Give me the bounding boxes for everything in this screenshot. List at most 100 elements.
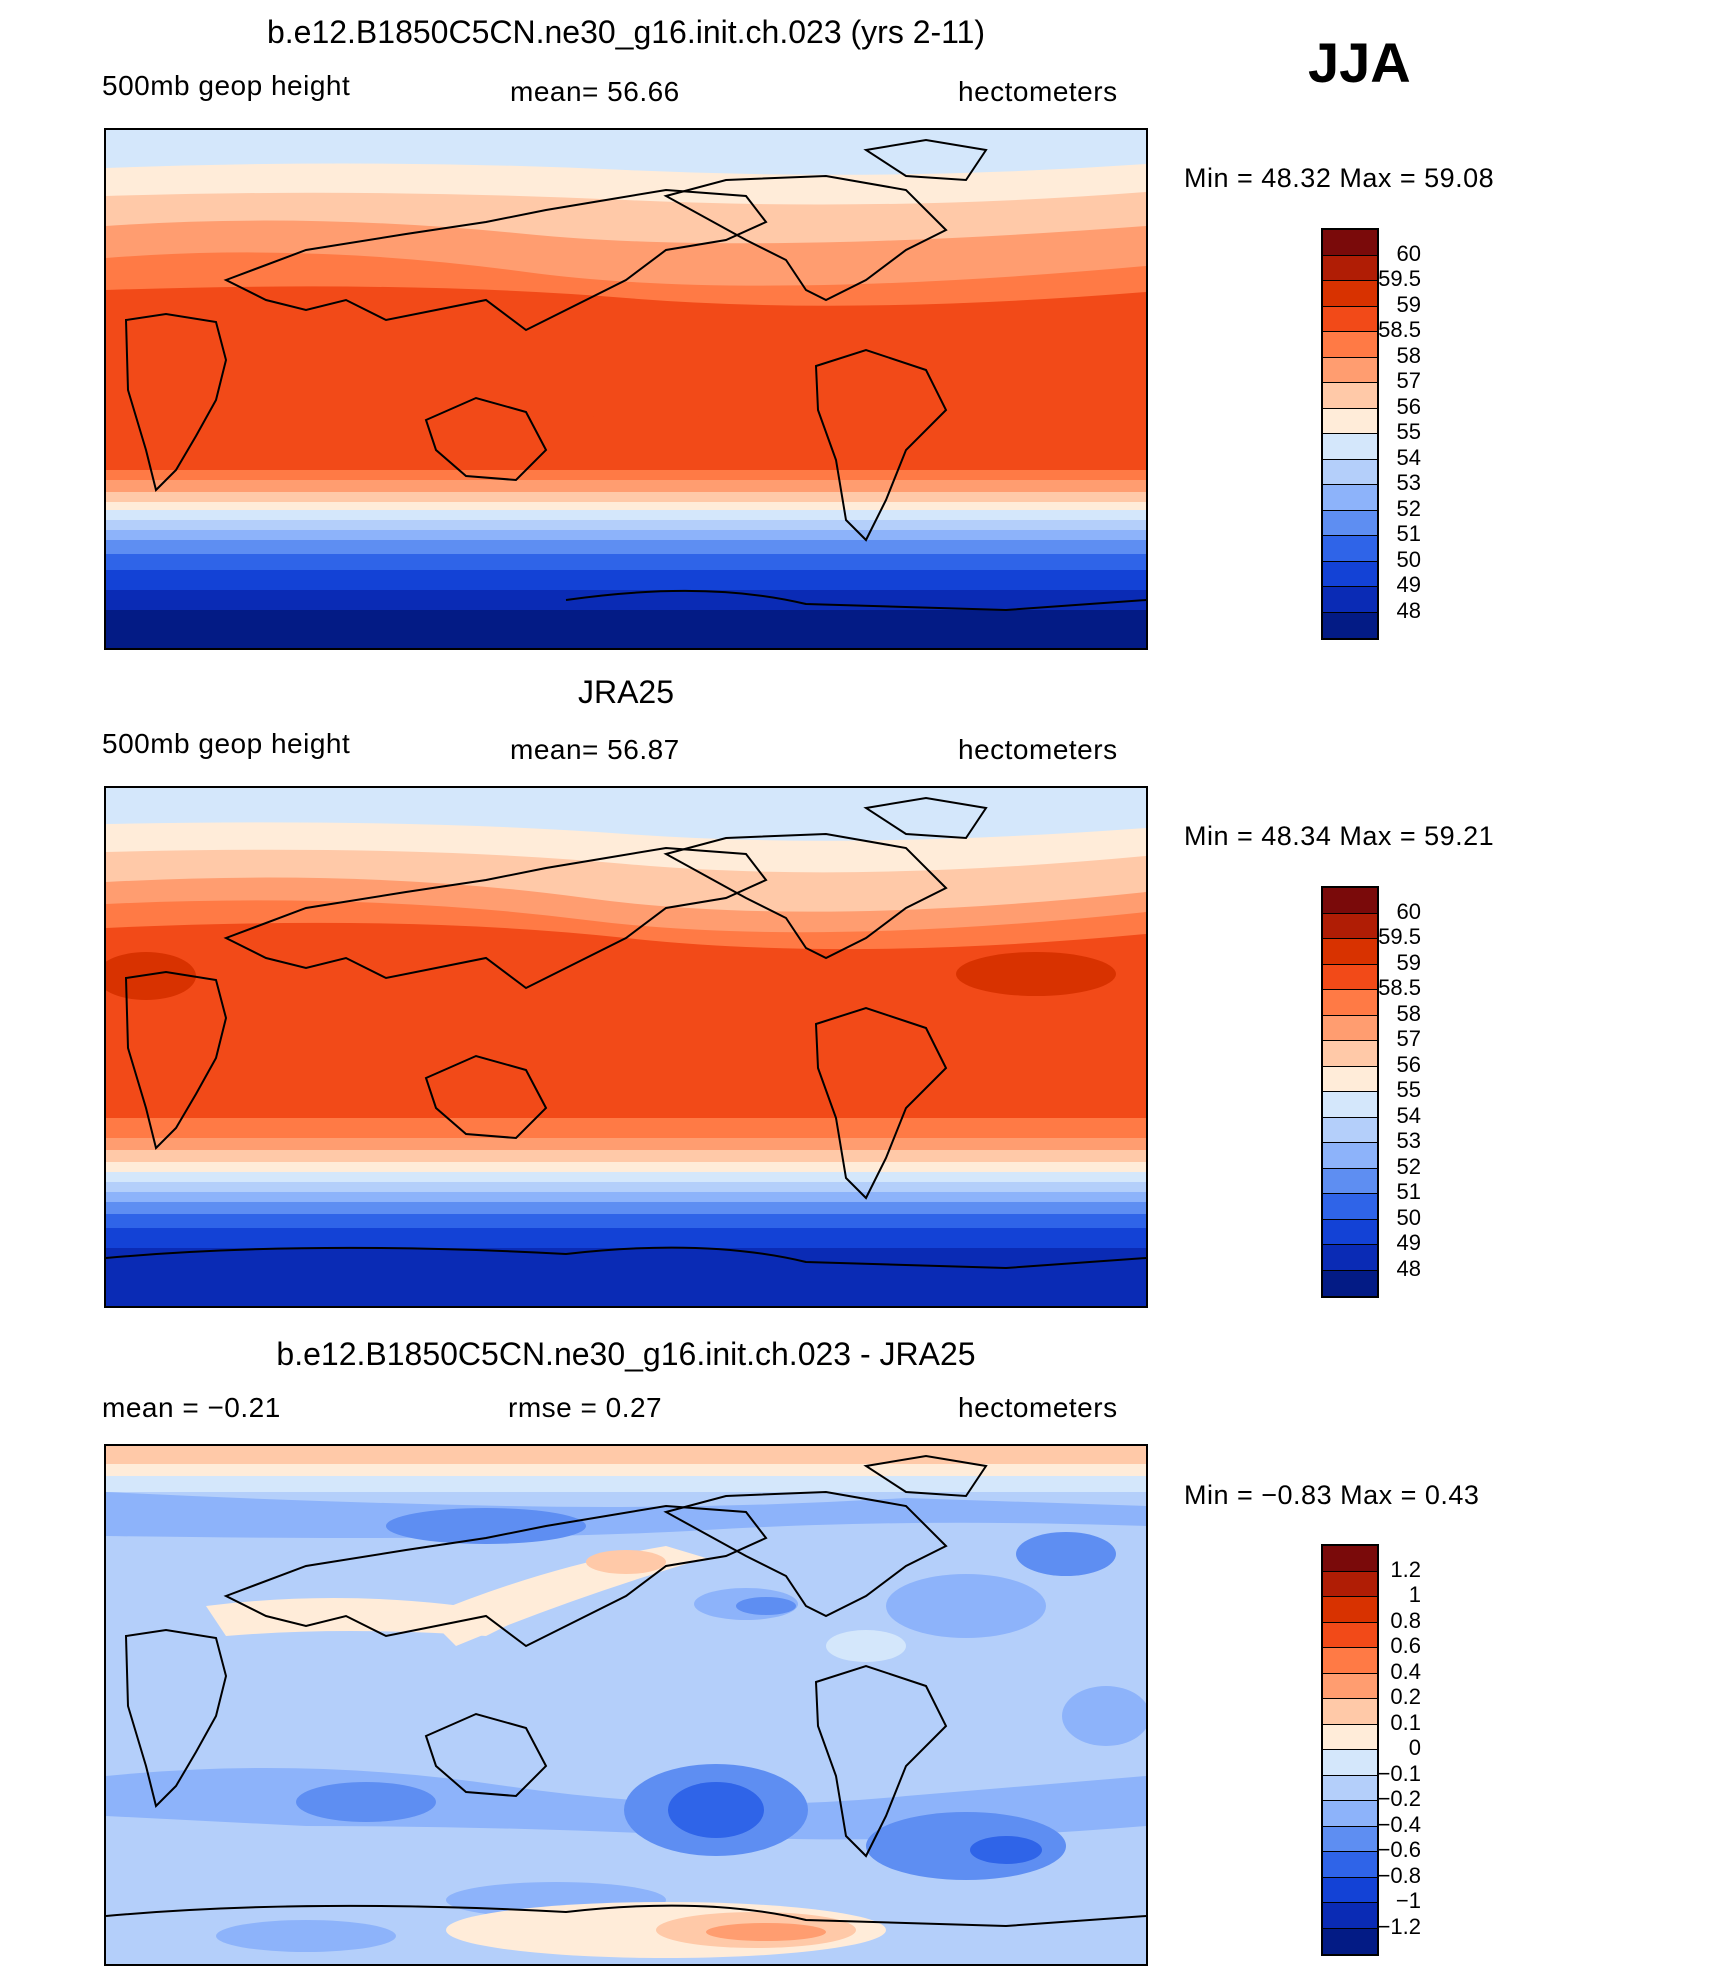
panel-2-units-label: hectometers xyxy=(958,734,1118,765)
colorbar-tick-label: −0.4 xyxy=(1377,1811,1421,1837)
colorbar-tick-label: 54 xyxy=(1396,444,1421,470)
colorbar-swatch xyxy=(1323,1750,1377,1776)
colorbar-tick-label: 48 xyxy=(1396,1255,1421,1281)
panel-3-rmse-label: rmse = 0.27 xyxy=(508,1392,663,1423)
colorbar-tick-label: 51 xyxy=(1396,1179,1421,1204)
colorbar-swatch xyxy=(1323,536,1377,562)
panel-2-minmax-label: Min = 48.34 Max = 59.21 xyxy=(1184,821,1495,851)
colorbar-swatch xyxy=(1323,1194,1377,1220)
colorbar-swatch xyxy=(1323,1699,1377,1725)
season-label: JJA xyxy=(1308,31,1411,94)
colorbar-tick-label: −0.2 xyxy=(1377,1786,1421,1811)
colorbar-tick-label: 50 xyxy=(1396,1204,1421,1230)
colorbar-swatch xyxy=(1323,230,1377,256)
colorbar-swatch xyxy=(1323,255,1377,281)
colorbar-tick-label: 57 xyxy=(1396,1026,1421,1051)
colorbar-tick-label: 1 xyxy=(1408,1582,1421,1607)
colorbar-swatch xyxy=(1323,1219,1377,1245)
colorbar-tick-label: 56 xyxy=(1396,393,1421,419)
colorbar-tick-label: 50 xyxy=(1396,546,1421,572)
colorbar-swatch xyxy=(1323,1801,1377,1827)
colorbar-swatch xyxy=(1323,1622,1377,1648)
colorbar-tick-label: 56 xyxy=(1396,1051,1421,1077)
panel-3-units-label: hectometers xyxy=(958,1392,1118,1423)
colorbar-tick-label: −0.8 xyxy=(1377,1862,1421,1888)
colorbar-tick-label: 0.8 xyxy=(1390,1607,1421,1633)
colorbar-swatch xyxy=(1323,485,1377,511)
colorbar-tick-label: −0.1 xyxy=(1377,1760,1421,1786)
colorbar-swatch xyxy=(1323,1928,1377,1954)
colorbar-swatch xyxy=(1323,1041,1377,1067)
colorbar-swatch xyxy=(1323,281,1377,307)
panel-2-mean-label: mean= 56.87 xyxy=(510,734,680,765)
colorbar-tick-label: 57 xyxy=(1396,368,1421,393)
panel-3-title: b.e12.B1850C5CN.ne30_g16.init.ch.023 - J… xyxy=(276,1336,976,1372)
colorbar-swatch xyxy=(1323,1648,1377,1674)
colorbar-tick-label: 49 xyxy=(1396,1230,1421,1255)
colorbar-swatch xyxy=(1323,1571,1377,1597)
panel-3-colorbar xyxy=(1321,1544,1379,1956)
colorbar-swatch xyxy=(1323,357,1377,383)
colorbar-swatch xyxy=(1323,1877,1377,1903)
colorbar-swatch xyxy=(1323,1015,1377,1041)
colorbar-tick-label: 59.5 xyxy=(1378,266,1421,291)
colorbar-tick-label: 1.2 xyxy=(1390,1556,1421,1582)
colorbar-swatch xyxy=(1323,1546,1377,1572)
colorbar-tick-label: 55 xyxy=(1396,1077,1421,1102)
colorbar-swatch xyxy=(1323,332,1377,358)
colorbar-swatch xyxy=(1323,1066,1377,1092)
colorbar-tick-label: 53 xyxy=(1396,470,1421,495)
colorbar-swatch xyxy=(1323,964,1377,990)
colorbar-swatch xyxy=(1323,1724,1377,1750)
colorbar-swatch xyxy=(1323,1775,1377,1801)
colorbar-tick-label: 48 xyxy=(1396,597,1421,623)
colorbar-tick-label: 49 xyxy=(1396,572,1421,597)
colorbar-tick-label: 60 xyxy=(1396,898,1421,924)
colorbar-swatch xyxy=(1323,1903,1377,1929)
panel-1-mean-label: mean= 56.66 xyxy=(510,76,680,107)
colorbar-tick-label: 0.2 xyxy=(1390,1684,1421,1709)
panel-2-title: JRA25 xyxy=(577,674,675,710)
colorbar-swatch xyxy=(1323,1597,1377,1623)
colorbar-tick-label: 58 xyxy=(1396,342,1421,368)
colorbar-tick-label: 55 xyxy=(1396,419,1421,444)
colorbar-swatch xyxy=(1323,1168,1377,1194)
colorbar-swatch xyxy=(1323,913,1377,939)
panel-2-variable-label: 500mb geop height xyxy=(102,728,351,759)
colorbar-swatch xyxy=(1323,459,1377,485)
colorbar-swatch xyxy=(1323,383,1377,409)
colorbar-swatch xyxy=(1323,1245,1377,1271)
colorbar-tick-label: −1.2 xyxy=(1377,1913,1421,1939)
colorbar-swatch xyxy=(1323,1673,1377,1699)
colorbar-tick-label: −1 xyxy=(1395,1888,1421,1913)
colorbar-tick-label: 52 xyxy=(1396,1153,1421,1179)
colorbar-tick-label: 0.1 xyxy=(1390,1709,1421,1735)
colorbar-tick-label: 54 xyxy=(1396,1102,1421,1128)
colorbar-tick-label: 52 xyxy=(1396,495,1421,521)
panel-2-contour-field xyxy=(106,788,1146,1306)
colorbar-tick-label: 59 xyxy=(1396,291,1421,317)
colorbar-swatch xyxy=(1323,1117,1377,1143)
colorbar-swatch xyxy=(1323,990,1377,1016)
colorbar-swatch xyxy=(1323,1826,1377,1852)
panel-1-minmax-label: Min = 48.32 Max = 59.08 xyxy=(1184,163,1495,193)
panel-1-variable-label: 500mb geop height xyxy=(102,70,351,101)
colorbar-tick-label: 0 xyxy=(1408,1735,1421,1760)
panel-1-map xyxy=(104,128,1148,650)
colorbar-tick-label: −0.6 xyxy=(1377,1837,1421,1862)
panel-2-map xyxy=(104,786,1148,1308)
colorbar-tick-label: 0.4 xyxy=(1390,1658,1421,1684)
colorbar-tick-label: 60 xyxy=(1396,240,1421,266)
panel-1-colorbar xyxy=(1321,228,1379,640)
colorbar-swatch xyxy=(1323,1092,1377,1118)
panel-3-minmax-label: Min = −0.83 Max = 0.43 xyxy=(1184,1480,1480,1510)
colorbar-swatch xyxy=(1323,1270,1377,1296)
colorbar-tick-label: 0.6 xyxy=(1390,1633,1421,1658)
panel-1-title: b.e12.B1850C5CN.ne30_g16.init.ch.023 (yr… xyxy=(266,14,986,50)
panel-3-contour-field xyxy=(106,1446,1146,1964)
colorbar-tick-label: 53 xyxy=(1396,1128,1421,1153)
panel-1-units-label: hectometers xyxy=(958,76,1118,107)
panel-2-colorbar xyxy=(1321,886,1379,1298)
colorbar-swatch xyxy=(1323,888,1377,914)
colorbar-swatch xyxy=(1323,408,1377,434)
